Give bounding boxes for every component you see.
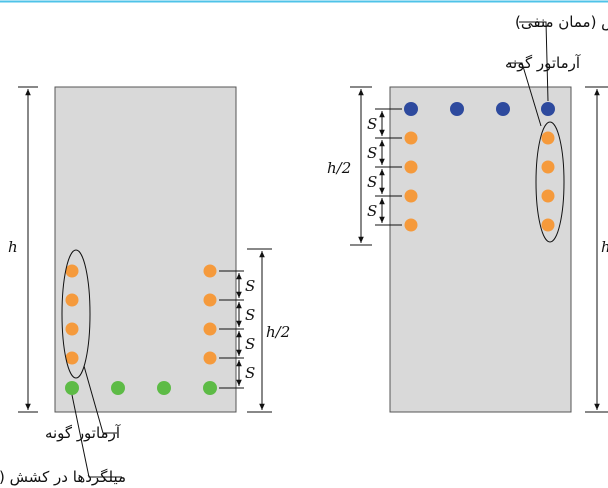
skin-bars-top-leader xyxy=(508,62,542,127)
skin-bar xyxy=(65,293,79,307)
right-height-dimension xyxy=(585,86,608,413)
skin-bar xyxy=(541,218,555,232)
skin-bar xyxy=(541,160,555,174)
right-beam-section xyxy=(389,86,572,413)
skin-bar xyxy=(65,322,79,336)
tension-bar xyxy=(65,381,79,395)
left-spacing-dimensions xyxy=(219,270,244,389)
tension-bar xyxy=(541,102,555,116)
spacing-label: S xyxy=(245,364,255,382)
skin-bar xyxy=(404,218,418,232)
skin-bar xyxy=(65,351,79,365)
pos-tension-label: میلگردها در کشش (ممان مثبت) xyxy=(0,468,126,486)
skin-bar xyxy=(541,189,555,203)
skin-bar xyxy=(203,293,217,307)
tension-bar xyxy=(111,381,125,395)
skin-bar xyxy=(65,264,79,278)
skin-bars-top-label: آرماتور گونه xyxy=(505,54,581,72)
neg-tension-label: میلگردها در کشش (ممان منفی) xyxy=(515,13,608,31)
right-half-height-dimension xyxy=(350,86,372,246)
skin-bars-bottom-leader xyxy=(83,365,117,434)
spacing-label: S xyxy=(245,335,255,353)
neg-tension-leader xyxy=(519,21,549,102)
skin-bar xyxy=(203,351,217,365)
left-skin-bars-right xyxy=(203,264,217,365)
left-half-height-label: h/2 xyxy=(266,323,290,341)
skin-bar xyxy=(203,264,217,278)
spacing-label: S xyxy=(245,306,255,324)
spacing-label: S xyxy=(367,144,377,162)
negative-tension-bars xyxy=(404,102,555,116)
skin-bar xyxy=(203,322,217,336)
left-skin-bars-left xyxy=(65,264,79,365)
spacing-label: S xyxy=(245,277,255,295)
right-skin-ellipse xyxy=(535,121,565,243)
skin-bars-bottom-label: آرماتور گونه xyxy=(45,424,121,442)
spacing-label: S xyxy=(367,202,377,220)
left-skin-ellipse xyxy=(61,249,91,379)
right-skin-bars-left xyxy=(404,131,418,232)
right-spacing-dimensions xyxy=(375,108,402,226)
right-height-label: h xyxy=(601,238,608,256)
left-half-height-dimension xyxy=(247,248,272,413)
right-half-height-label: h/2 xyxy=(327,159,351,177)
tension-bar xyxy=(157,381,171,395)
left-height-dimension xyxy=(8,86,38,413)
right-skin-bars-right xyxy=(541,131,555,232)
tension-bar xyxy=(496,102,510,116)
spacing-label: S xyxy=(367,173,377,191)
tension-bar xyxy=(203,381,217,395)
skin-bar xyxy=(404,160,418,174)
positive-tension-bars xyxy=(65,381,217,395)
pos-tension-leader xyxy=(71,394,122,478)
spacing-label: S xyxy=(367,115,377,133)
skin-bar xyxy=(541,131,555,145)
tension-bar xyxy=(450,102,464,116)
skin-bar xyxy=(404,131,418,145)
skin-bar xyxy=(404,189,418,203)
tension-bar xyxy=(404,102,418,116)
left-height-label: h xyxy=(8,238,18,256)
